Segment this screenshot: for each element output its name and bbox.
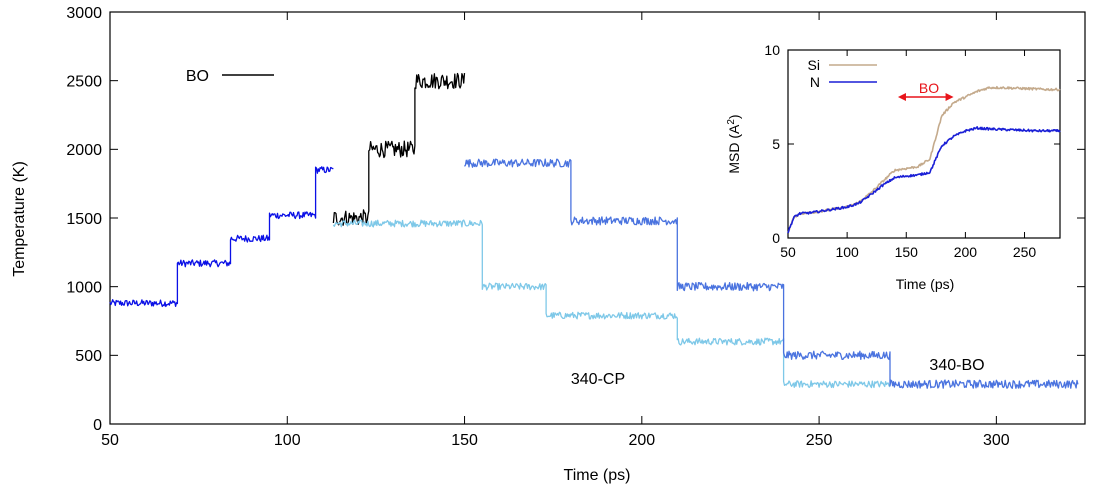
main-series-line-1 xyxy=(332,72,466,227)
main-x-tick-label: 50 xyxy=(101,432,119,449)
main-x-tick-label: 300 xyxy=(983,432,1010,449)
main-series-line-0 xyxy=(109,166,334,308)
main-plot: 50 100 150 200 250 30005001000150020002500300… xyxy=(66,5,1086,449)
inset-y-tick-label: 0 xyxy=(772,230,780,246)
main-y-tick-label: 3000 xyxy=(66,5,102,22)
main-series-line-2 xyxy=(332,219,891,389)
main-series-line-3 xyxy=(463,158,1079,389)
inset-x-tick-label: 150 xyxy=(895,244,919,260)
main-y-tick-label: 1000 xyxy=(66,279,102,296)
inset-legend-label-si: Si xyxy=(808,57,820,73)
inset-annotation-bo: BO xyxy=(919,80,939,96)
main-y-tick-label: 2000 xyxy=(66,142,102,159)
main-y-tick-label: 1500 xyxy=(66,211,102,228)
inset-x-tick-label: 200 xyxy=(954,244,978,260)
inset-bo-arrow-head-left xyxy=(897,93,906,101)
inset-x-axis-label: Time (ps) xyxy=(896,276,955,292)
main-y-axis-label: Temperature (K) xyxy=(11,161,28,277)
inset-y-tick-label: 10 xyxy=(764,42,780,58)
main-legend-label-bo: BO xyxy=(186,68,209,85)
main-x-tick-label: 200 xyxy=(628,432,655,449)
inset-x-tick-label: 250 xyxy=(1013,244,1037,260)
annotation-340-cp: 340-CP xyxy=(571,371,625,388)
msd-inset-plot: 50 100 150 200 250 0 5 10 xyxy=(764,42,1061,260)
main-x-tick-label: 150 xyxy=(451,432,478,449)
main-x-tick-label: 250 xyxy=(806,432,833,449)
inset-x-tick-label: 50 xyxy=(780,244,796,260)
inset-series-line-n xyxy=(787,126,1061,234)
inset-series-line-si xyxy=(787,85,1061,234)
inset-y-tick-label: 5 xyxy=(772,136,780,152)
main-x-tick-label: 100 xyxy=(274,432,301,449)
main-y-tick-label: 2500 xyxy=(66,73,102,90)
main-y-tick-label: 0 xyxy=(93,417,102,434)
inset-y-axis-label: MSD (A2) xyxy=(726,114,743,173)
main-y-tick-label: 500 xyxy=(75,348,102,365)
annotation-340-bo: 340-BO xyxy=(929,357,984,374)
inset-x-tick-label: 100 xyxy=(835,244,859,260)
inset-bo-arrow-head-right xyxy=(945,93,954,101)
inset-legend-label-n: N xyxy=(810,74,820,90)
main-x-axis-label: Time (ps) xyxy=(564,467,631,484)
